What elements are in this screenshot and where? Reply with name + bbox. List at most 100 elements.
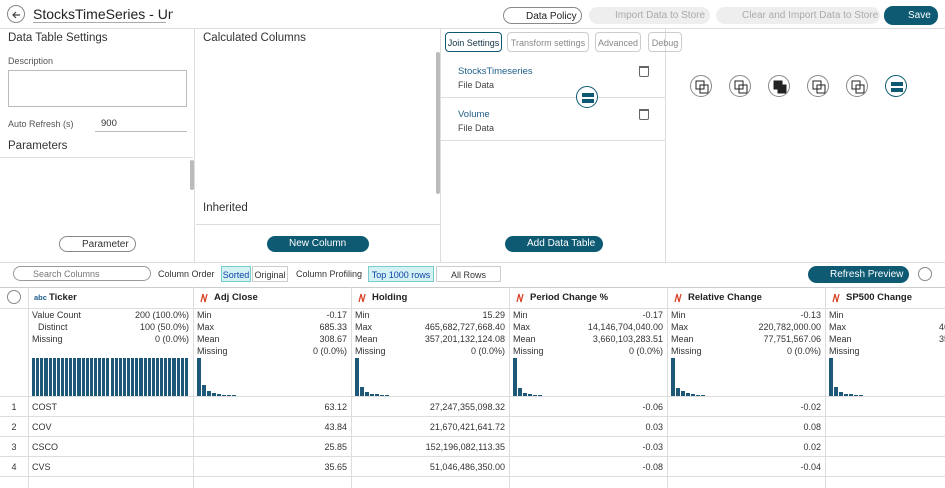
join-option[interactable]: [690, 75, 712, 97]
stat-value: 15.29: [482, 310, 505, 320]
histogram-bar: [701, 395, 705, 396]
stat-value: 200 (100.0%): [134, 310, 189, 320]
divider: [193, 287, 194, 488]
table-name[interactable]: Volume: [458, 109, 490, 120]
histogram-bar: [93, 358, 98, 396]
stat-label: Value Count: [32, 310, 81, 320]
search-box[interactable]: Search Columns: [13, 266, 151, 281]
stat-label: Min: [197, 310, 212, 320]
cell: 21,670,421,641.72: [429, 422, 505, 432]
collapse-button[interactable]: [918, 267, 932, 281]
cell: CVS: [32, 462, 51, 472]
stat-label: Min: [513, 310, 528, 320]
join-option[interactable]: [768, 75, 790, 97]
cell: -0.08: [642, 462, 663, 472]
divider: [0, 436, 945, 437]
stat-value: 3,660,103,283.51: [592, 334, 663, 344]
column-header[interactable]: Period Change %: [530, 292, 609, 303]
stat-label: Mean: [197, 334, 220, 344]
stat-value: 100 (50.0%): [139, 322, 189, 332]
header-button[interactable]: Data Policy: [503, 7, 582, 24]
histogram-bar: [518, 388, 522, 396]
join-option[interactable]: [846, 75, 868, 97]
divider: [441, 140, 665, 141]
stat-value: -0.17: [326, 310, 347, 320]
column-header[interactable]: SP500 Change: [846, 292, 912, 303]
table-name[interactable]: StocksTimeseries: [458, 66, 533, 77]
column-header[interactable]: Ticker: [49, 292, 77, 303]
back-button[interactable]: [7, 5, 25, 23]
toggle-option[interactable]: Original: [252, 266, 288, 282]
stat-value: 685.33: [319, 322, 347, 332]
stat-label: Mean: [671, 334, 694, 344]
parameter-button[interactable]: Parameter: [59, 236, 136, 252]
histogram-bar: [202, 384, 206, 396]
histogram-bar: [69, 358, 73, 396]
histogram-bar: [829, 358, 833, 396]
histogram-bar: [691, 394, 695, 396]
histogram-bar: [197, 358, 201, 396]
histogram-bar: [114, 358, 118, 396]
collapse-all[interactable]: [7, 290, 21, 304]
stat-value: 0 (0.0%): [470, 346, 505, 356]
stat-label: Missing: [355, 346, 386, 356]
histogram-bar: [696, 394, 700, 396]
divider: [0, 456, 945, 457]
toolbar-label: Column Order: [158, 269, 215, 279]
cell: -0.02: [800, 402, 821, 412]
refresh-button[interactable]: Refresh Preview: [808, 266, 909, 283]
section-title: Parameters: [8, 140, 68, 152]
description-input[interactable]: [8, 70, 187, 107]
histogram-bar: [52, 358, 56, 396]
stat-value: 357,201,132,124.08: [424, 334, 505, 344]
histogram-bar: [98, 358, 102, 396]
stat-label: Max: [355, 322, 373, 332]
stat-label: Mean: [355, 334, 378, 344]
new-column-button[interactable]: New Column: [267, 236, 369, 252]
delete-icon[interactable]: [639, 109, 649, 120]
histogram-bar: [151, 358, 155, 396]
stat-label: Max: [671, 322, 689, 332]
join-type-icon[interactable]: [576, 86, 598, 108]
column-header[interactable]: Adj Close: [214, 292, 258, 303]
tab[interactable]: Transform settings: [507, 32, 589, 52]
add-table-button[interactable]: Add Data Table: [505, 236, 603, 252]
column-header[interactable]: Holding: [372, 292, 408, 303]
histogram-bar: [839, 392, 843, 396]
histogram-bar: [118, 358, 122, 396]
toggle-option[interactable]: Sorted: [221, 266, 251, 282]
histogram-bar: [222, 394, 226, 396]
column-header[interactable]: Relative Change: [688, 292, 762, 303]
divider: [665, 29, 666, 263]
stat-label: Max: [197, 322, 215, 332]
join-option[interactable]: [729, 75, 751, 97]
toolbar-label: Column Profiling: [296, 269, 363, 279]
histogram-bar: [60, 358, 65, 396]
header-button[interactable]: Import Data to Store: [589, 7, 710, 24]
histogram-bar: [73, 358, 77, 396]
histogram-bar: [172, 358, 176, 396]
histogram-bar: [686, 393, 690, 396]
cell: COST: [32, 402, 58, 412]
histogram-bar: [135, 358, 139, 396]
tab[interactable]: Join Settings: [445, 32, 502, 52]
stat-value: 77,751,567.06: [763, 334, 821, 344]
stat-value: 357,201,1: [938, 334, 945, 344]
join-option[interactable]: [885, 75, 907, 97]
column-type-icon: [199, 292, 209, 304]
histogram-bar: [48, 358, 52, 396]
stat-value: 220,782,000.00: [758, 322, 821, 332]
tab[interactable]: Advanced: [595, 32, 641, 52]
stat-value: 308.67: [319, 334, 347, 344]
tab[interactable]: Debug: [648, 32, 682, 52]
toggle-option[interactable]: All Rows: [436, 266, 501, 282]
join-option[interactable]: [807, 75, 829, 97]
toggle-option[interactable]: Top 1000 rows: [368, 266, 434, 282]
header-button[interactable]: Save: [884, 6, 938, 25]
stat-label: Min: [671, 310, 686, 320]
panel-title: Data Table Settings: [8, 32, 108, 44]
row-number: 1: [11, 402, 17, 412]
header-button[interactable]: Clear and Import Data to Store: [716, 7, 880, 24]
stat-label: Min: [829, 310, 844, 320]
delete-icon[interactable]: [639, 66, 649, 77]
